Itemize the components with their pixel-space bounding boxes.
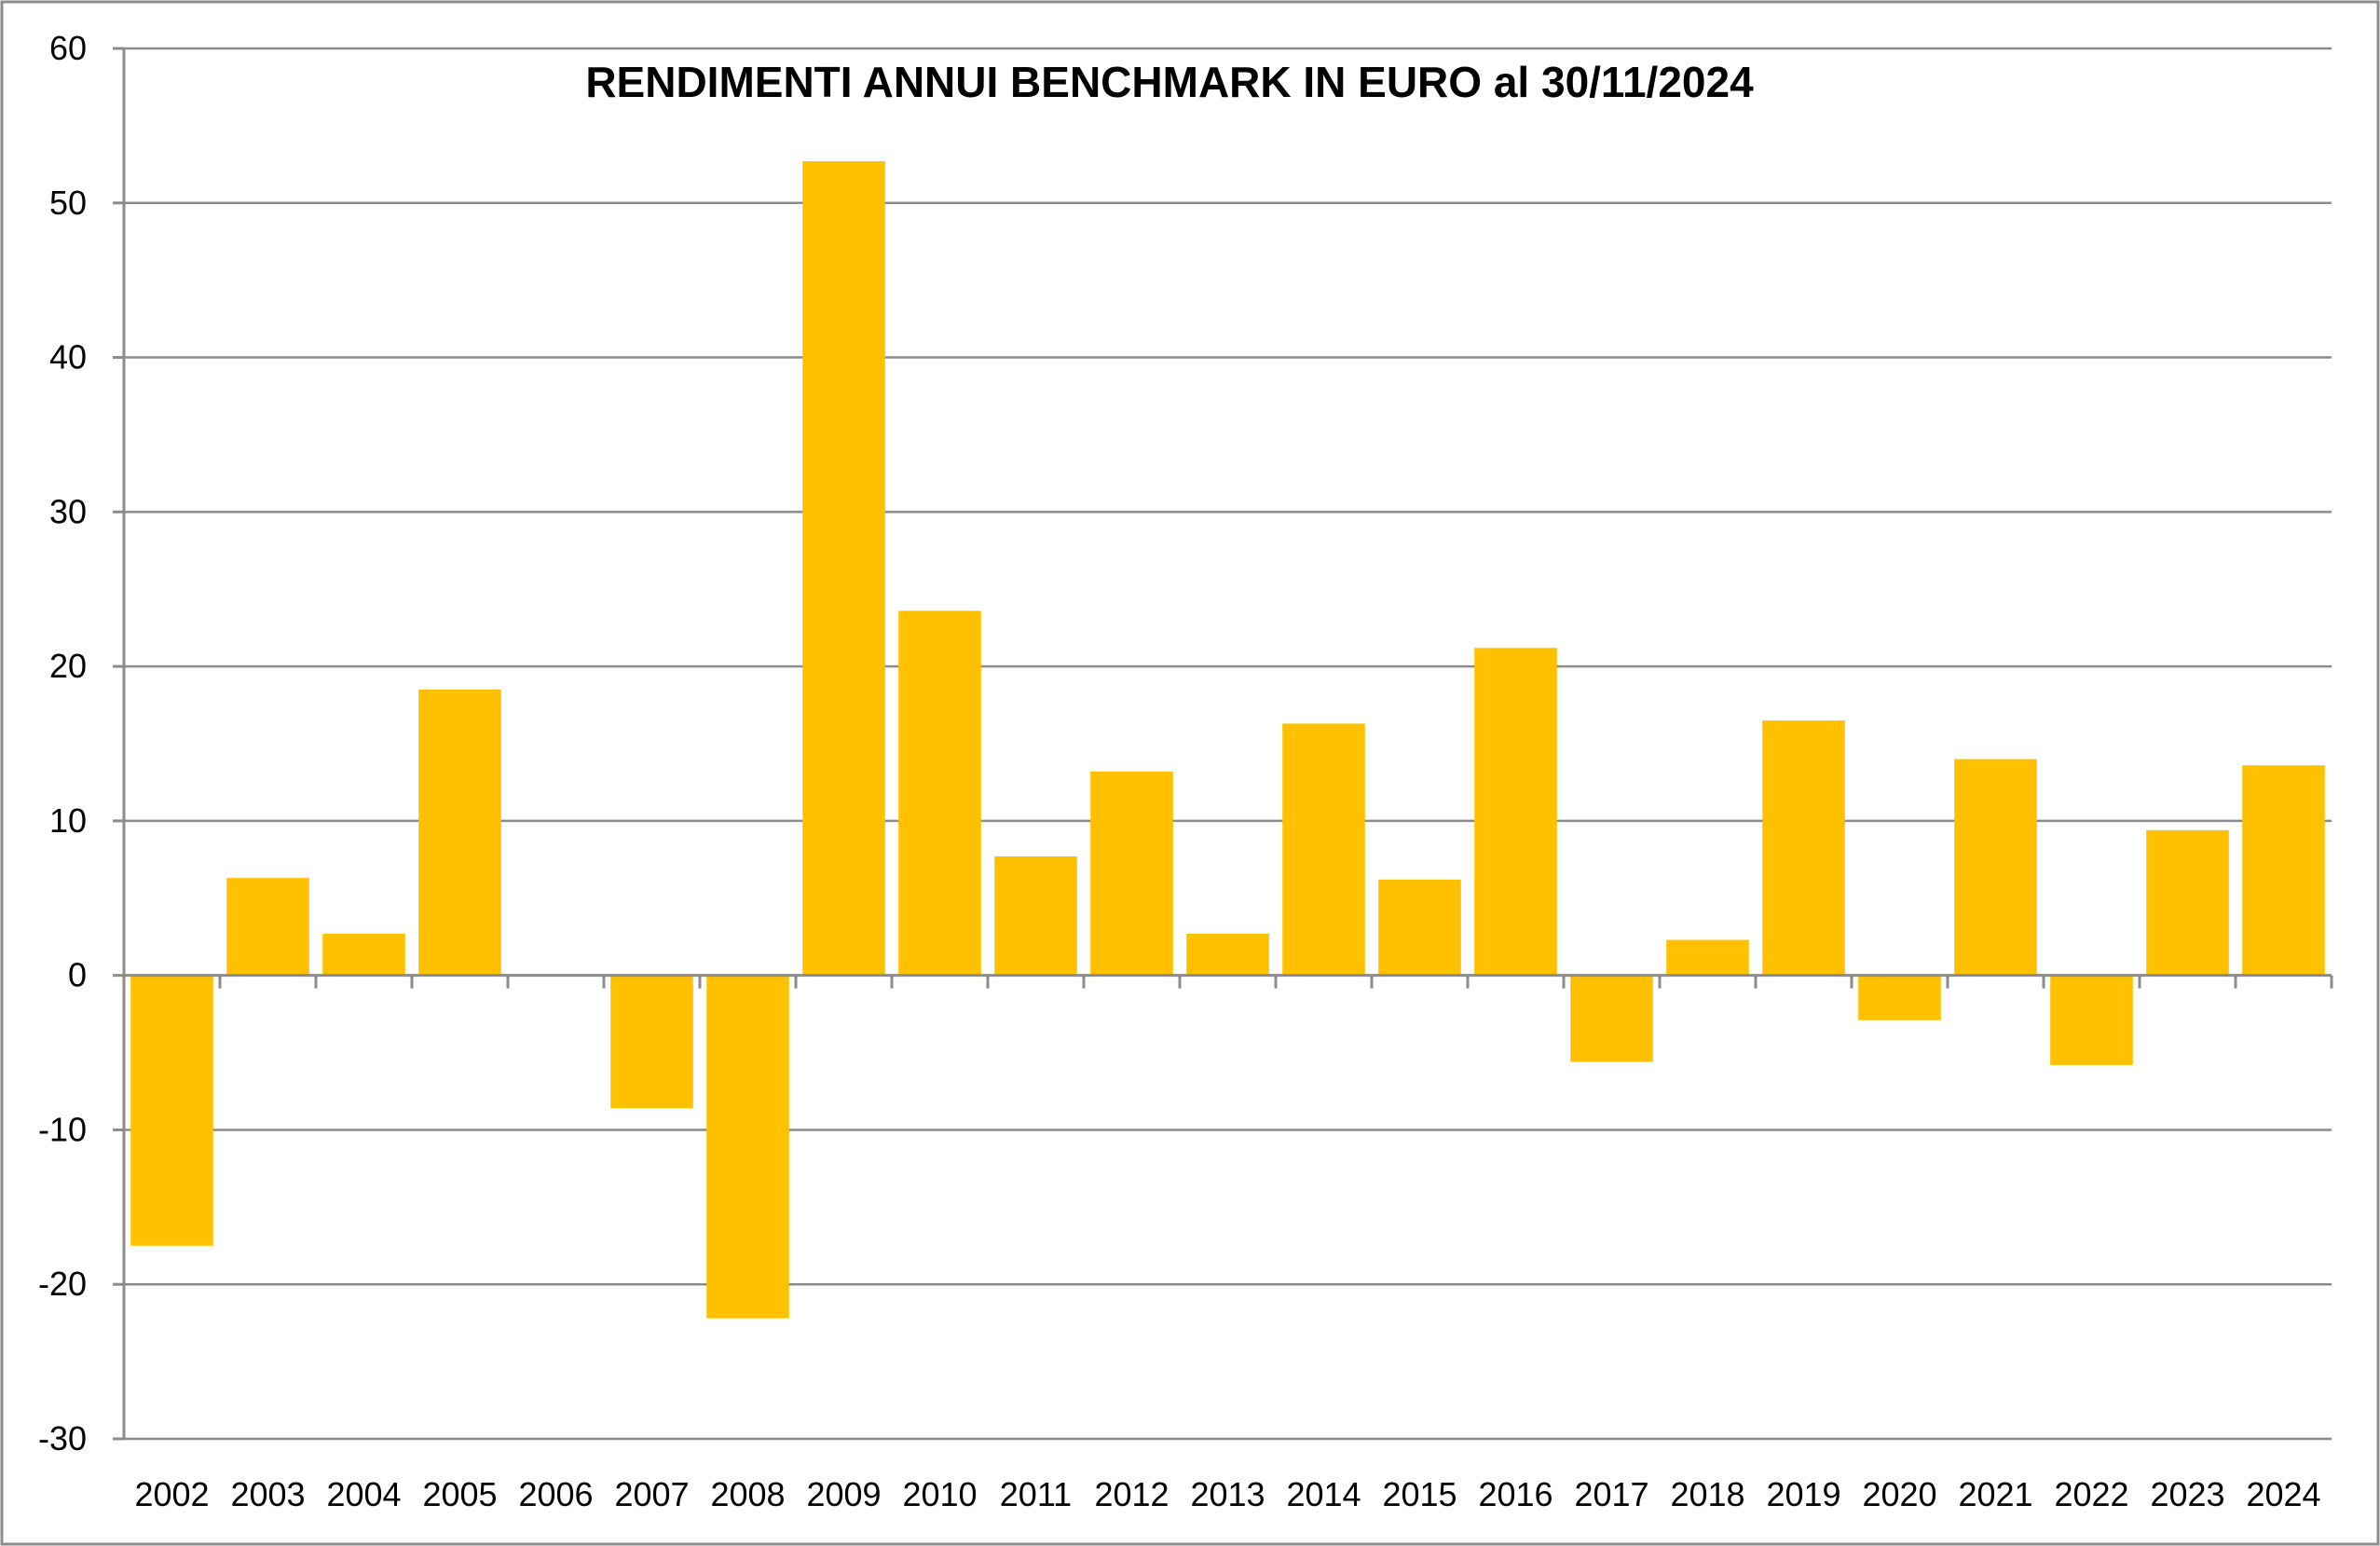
- x-tick-label: 2011: [1000, 1475, 1072, 1513]
- x-tick-label: 2020: [1862, 1475, 1936, 1513]
- bar-2022: [2050, 975, 2133, 1065]
- y-tick-label: -20: [38, 1265, 87, 1303]
- bar-2013: [1186, 933, 1269, 976]
- bars: [130, 161, 2325, 1319]
- x-tick-label: 2004: [326, 1475, 401, 1513]
- x-axis-tick-labels: 2002 2003 2004 2005 2006 2007 2008 2009 2010 2011…: [134, 1475, 2320, 1513]
- y-tick-label: 20: [49, 647, 87, 685]
- bar-2017: [1570, 975, 1653, 1062]
- y-tick-label: 10: [49, 801, 87, 840]
- y-tick-label: -10: [38, 1110, 87, 1148]
- x-tick-label: 2007: [614, 1475, 689, 1513]
- bar-2010: [898, 610, 981, 976]
- axes: [122, 48, 2333, 1439]
- y-axis-tick-labels: 60 50 40 30 20 10 0 -10 -20 -30: [38, 29, 87, 1457]
- bar-2018: [1666, 939, 1749, 976]
- gridlines: [113, 47, 2332, 1441]
- bar-2024: [2242, 765, 2325, 976]
- x-tick-label: 2024: [2246, 1475, 2320, 1513]
- x-tick-label: 2014: [1286, 1475, 1361, 1513]
- bar-2004: [322, 933, 405, 976]
- y-tick-label: 30: [49, 492, 87, 530]
- x-tick-label: 2013: [1190, 1475, 1265, 1513]
- bar-2005: [418, 689, 501, 976]
- bar-2012: [1090, 771, 1173, 976]
- x-tick-label: 2019: [1766, 1475, 1840, 1513]
- x-tick-label: 2017: [1574, 1475, 1648, 1513]
- bar-2009: [802, 161, 885, 976]
- bar-2003: [226, 878, 309, 976]
- x-tick-label: 2005: [422, 1475, 497, 1513]
- x-tick-label: 2010: [902, 1475, 977, 1513]
- x-tick-label: 2012: [1094, 1475, 1169, 1513]
- x-tick-label: 2021: [1958, 1475, 2032, 1513]
- bar-2023: [2146, 829, 2229, 976]
- x-tick-label: 2006: [518, 1475, 593, 1513]
- bar-2011: [994, 856, 1077, 976]
- x-tick-label: 2015: [1382, 1475, 1457, 1513]
- bar-2014: [1282, 723, 1365, 976]
- x-tick-label: 2018: [1670, 1475, 1744, 1513]
- x-tick-label: 2009: [806, 1475, 881, 1513]
- x-tick-label: 2022: [2054, 1475, 2128, 1513]
- chart-title: RENDIMENTI ANNUI BENCHMARK IN EURO al 30…: [585, 58, 1754, 106]
- y-tick-label: 40: [49, 338, 87, 376]
- bar-2002: [130, 975, 213, 1246]
- x-tick-label: 2008: [710, 1475, 785, 1513]
- x-tick-label: 2003: [230, 1475, 305, 1513]
- bar-2015: [1378, 879, 1461, 976]
- x-tick-label: 2023: [2150, 1475, 2224, 1513]
- y-tick-label: 60: [49, 29, 87, 67]
- bar-2020: [1858, 975, 1941, 1020]
- bar-2021: [1954, 759, 2037, 976]
- y-tick-label: 0: [68, 956, 87, 994]
- bar-2019: [1762, 720, 1845, 976]
- bar-2007: [610, 975, 693, 1109]
- y-tick-label: -30: [38, 1419, 87, 1457]
- x-tick-label: 2002: [134, 1475, 209, 1513]
- x-tick-label: 2016: [1478, 1475, 1552, 1513]
- bar-2016: [1474, 648, 1557, 976]
- y-tick-label: 50: [49, 184, 87, 222]
- bar-2008: [706, 975, 789, 1319]
